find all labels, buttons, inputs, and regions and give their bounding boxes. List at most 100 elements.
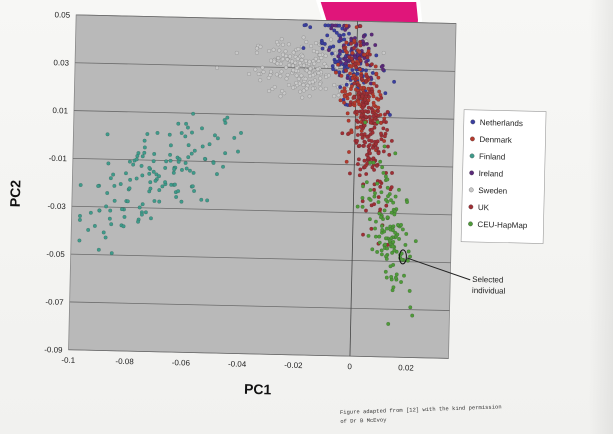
gridline-y <box>73 110 454 120</box>
data-point <box>360 199 365 204</box>
data-point <box>373 43 378 48</box>
annotation-text-line1: Selected <box>472 275 503 285</box>
data-point <box>385 185 390 190</box>
data-point <box>286 83 291 87</box>
data-point <box>372 125 377 130</box>
data-point <box>354 118 359 123</box>
data-point <box>355 133 360 137</box>
data-point <box>361 103 366 108</box>
legend-marker <box>469 170 475 176</box>
data-point <box>385 110 390 114</box>
data-point <box>280 57 285 62</box>
data-point <box>374 163 379 168</box>
data-point <box>357 143 362 148</box>
data-point <box>364 78 368 83</box>
data-point <box>221 164 225 169</box>
data-point <box>119 207 124 212</box>
y-tick-label: -0.09 <box>44 345 63 354</box>
data-point <box>299 73 304 78</box>
data-point <box>364 68 369 73</box>
data-point <box>363 109 368 114</box>
data-point <box>389 185 394 190</box>
data-point <box>326 48 331 53</box>
data-point <box>340 89 345 94</box>
data-point <box>299 58 304 62</box>
data-point <box>381 170 386 175</box>
data-point <box>205 198 210 203</box>
data-point <box>390 171 394 175</box>
data-point <box>397 187 401 192</box>
data-point <box>389 198 393 203</box>
data-point <box>376 195 381 200</box>
y-axis-label: PC2 <box>7 180 24 208</box>
data-point <box>142 150 147 155</box>
data-point <box>359 113 364 118</box>
data-point <box>367 52 372 57</box>
data-point <box>211 160 216 165</box>
data-point <box>374 71 379 76</box>
data-point <box>392 79 397 84</box>
data-point <box>328 37 333 42</box>
legend-box <box>460 109 547 244</box>
data-point <box>356 157 361 162</box>
data-point <box>184 166 189 171</box>
data-point <box>337 33 342 38</box>
data-point <box>353 77 358 82</box>
data-point <box>381 51 386 55</box>
footnote-line1: Figure adapted from [12] with the kind p… <box>340 403 502 416</box>
data-point <box>308 66 313 71</box>
data-point <box>280 52 285 57</box>
data-point <box>278 94 283 99</box>
data-point <box>304 68 309 73</box>
legend-marker <box>468 187 474 193</box>
data-point <box>385 177 390 182</box>
data-point <box>267 89 272 93</box>
data-point <box>128 177 133 182</box>
data-point <box>333 70 338 75</box>
y-tick-label: 0.05 <box>54 10 70 19</box>
data-point <box>360 195 365 200</box>
data-point <box>345 76 350 80</box>
data-point <box>392 212 397 217</box>
data-point <box>338 98 343 103</box>
data-point <box>176 121 181 126</box>
data-point <box>303 76 308 81</box>
data-point <box>387 152 392 157</box>
data-point <box>353 62 358 66</box>
data-point <box>301 35 306 40</box>
data-point <box>163 165 168 170</box>
data-point <box>349 84 354 89</box>
data-point <box>354 65 359 70</box>
legend-label: Ireland <box>479 169 504 179</box>
data-point <box>372 187 377 192</box>
gridline-y <box>69 301 450 311</box>
data-point <box>388 112 392 117</box>
data-point <box>167 132 172 137</box>
data-point <box>393 194 398 199</box>
x-tick-label: -0.1 <box>61 356 76 365</box>
legend-label: Sweden <box>478 186 507 196</box>
data-point <box>316 71 321 76</box>
data-point <box>172 182 177 187</box>
data-point <box>185 125 190 130</box>
data-point <box>371 114 376 118</box>
data-point <box>363 97 368 102</box>
data-point <box>136 219 141 224</box>
data-point <box>223 151 228 156</box>
data-point <box>369 86 374 91</box>
data-point <box>394 272 399 277</box>
data-point <box>366 105 371 110</box>
data-point <box>276 56 281 61</box>
data-point <box>105 191 110 195</box>
data-point <box>370 145 375 150</box>
data-point <box>373 226 378 231</box>
data-point <box>344 68 349 73</box>
data-point <box>111 172 116 177</box>
data-point <box>153 178 158 183</box>
data-point <box>400 227 405 232</box>
data-point <box>254 50 259 55</box>
data-point <box>364 74 369 79</box>
data-point <box>151 159 156 164</box>
data-point <box>190 130 194 135</box>
gridline-y <box>76 14 457 24</box>
